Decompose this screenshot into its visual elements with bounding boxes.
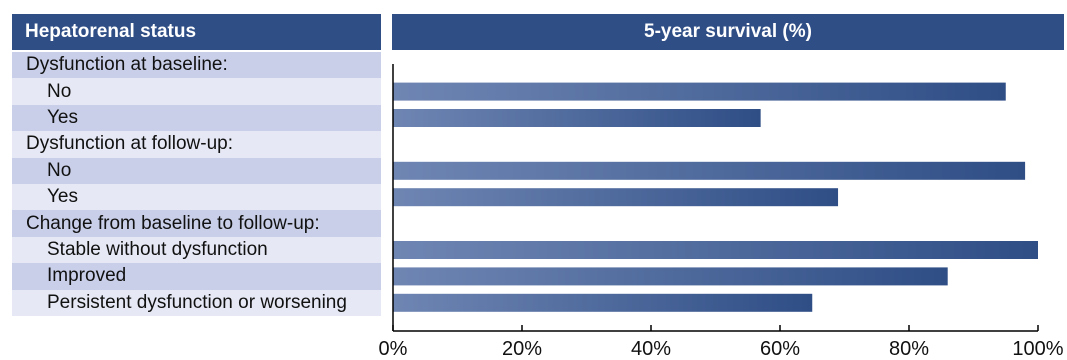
- category-row: No: [12, 78, 381, 105]
- bar: [393, 188, 839, 207]
- group-row: Dysfunction at baseline:: [12, 52, 381, 79]
- group-row: Dysfunction at follow-up:: [12, 131, 381, 158]
- hepatorenal-status-header: Hepatorenal status: [12, 14, 381, 50]
- x-tick-label: 60%: [760, 338, 800, 360]
- category-row: No: [12, 157, 381, 184]
- row-label: Change from baseline to follow-up:: [26, 212, 320, 234]
- row-label: Dysfunction at baseline:: [26, 54, 228, 76]
- row-label: Stable without dysfunction: [47, 238, 268, 260]
- x-tick-label: 0%: [379, 338, 408, 360]
- row-label: Improved: [47, 265, 127, 287]
- category-row: Stable without dysfunction: [12, 236, 381, 264]
- x-tick-label: 40%: [631, 338, 671, 360]
- group-row: Change from baseline to follow-up:: [12, 210, 381, 237]
- bar: [393, 241, 1038, 259]
- bar: [393, 109, 761, 127]
- survival-header: 5-year survival (%): [392, 14, 1064, 50]
- category-row: Yes: [12, 104, 381, 132]
- x-tick-label: 80%: [889, 338, 929, 360]
- category-row: Yes: [12, 183, 381, 211]
- row-label: Dysfunction at follow-up:: [26, 133, 233, 155]
- x-tick-label: 20%: [502, 338, 542, 360]
- row-label: No: [47, 80, 72, 102]
- bar: [393, 293, 813, 312]
- x-tick-label: 100%: [1012, 338, 1063, 360]
- category-row: Improved: [12, 263, 381, 290]
- row-label: No: [47, 159, 72, 181]
- bar: [393, 267, 948, 286]
- bar: [393, 82, 1006, 101]
- category-rows: Dysfunction at baseline: No Yes Dysfunction…: [12, 52, 381, 316]
- category-row: Persistent dysfunction or worsening: [12, 289, 381, 316]
- hepatorenal-status-title: Hepatorenal status: [25, 21, 197, 42]
- row-label: Yes: [47, 106, 78, 128]
- row-label: Yes: [47, 186, 78, 208]
- row-label: Persistent dysfunction or worsening: [47, 291, 347, 313]
- survival-title: 5-year survival (%): [644, 21, 812, 42]
- bar: [393, 161, 1026, 180]
